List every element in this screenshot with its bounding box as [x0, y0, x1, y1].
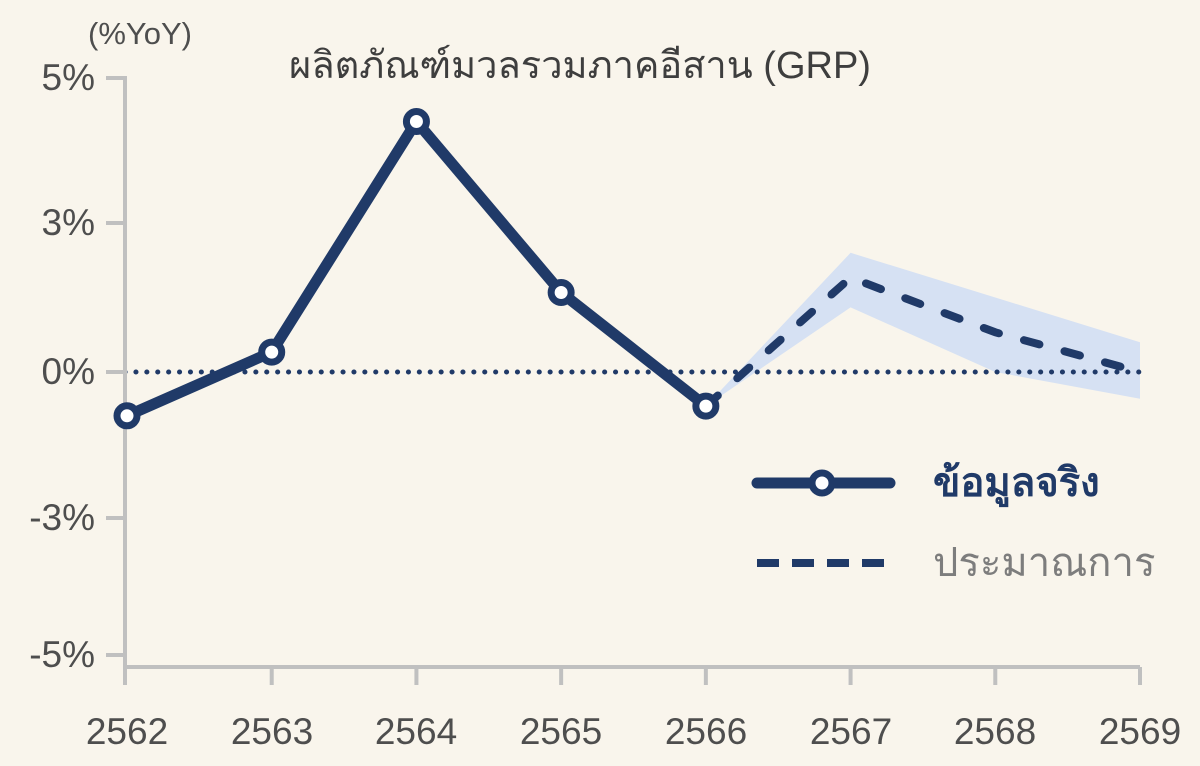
forecast-line: [701, 273, 1144, 411]
y-tick-label: 5%: [41, 57, 95, 98]
legend-label-actual: ข้อมูลจริง: [933, 461, 1100, 505]
data-point-marker: [547, 279, 575, 306]
forecast-confidence-band: [705, 252, 1140, 407]
chart-title: ผลิตภัณฑ์มวลรวมภาคอีสาน (GRP): [289, 45, 871, 87]
x-tick-label: 2564: [374, 711, 458, 752]
data-point-marker: [692, 392, 720, 420]
legend-actual-marker-swatch: [808, 469, 836, 497]
y-tick-label: -5%: [29, 634, 95, 675]
x-tick-label: 2567: [809, 711, 893, 752]
actual-line: [121, 116, 712, 422]
x-tick-label: 2562: [85, 711, 169, 752]
y-axis-unit-label: (%YoY): [88, 16, 192, 51]
x-tick-label: 2565: [519, 711, 603, 752]
x-tick-label: 2563: [230, 711, 314, 752]
data-point-marker: [113, 402, 141, 430]
data-point-marker: [258, 338, 286, 366]
y-tick-label: 3%: [41, 202, 95, 243]
data-point-marker: [402, 108, 430, 135]
legend-label-forecast: ประมาณการ: [933, 541, 1156, 585]
x-tick-label: 2569: [1098, 711, 1182, 752]
y-tick-label: 0%: [41, 351, 95, 392]
x-tick-label: 2566: [664, 711, 748, 752]
y-tick-label: -3%: [29, 497, 95, 538]
x-tick-label: 2568: [953, 711, 1037, 752]
